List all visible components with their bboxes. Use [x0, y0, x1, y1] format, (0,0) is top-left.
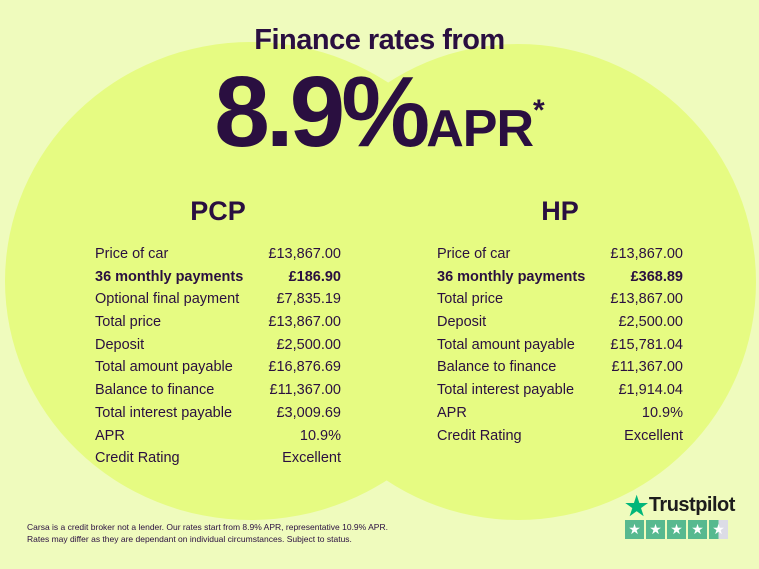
row-label: Balance to finance — [95, 382, 215, 399]
table-row: Total amount payable £15,781.04 — [437, 334, 683, 357]
row-label: Total interest payable — [95, 404, 233, 421]
trustpilot-rating: ★ ★ ★ ★ ★ — [625, 520, 735, 539]
background-circle-right — [280, 44, 756, 520]
rate-value: 8.9% — [214, 56, 430, 168]
row-value: £13,867.00 — [268, 246, 341, 262]
row-value: Excellent — [282, 450, 341, 467]
row-label: Total amount payable — [95, 359, 233, 376]
row-label: APR — [437, 404, 467, 421]
table-row: Balance to finance £11,367.00 — [437, 356, 683, 379]
table-row: Price of car £13,867.00 — [95, 243, 341, 266]
row-label: Deposit — [95, 336, 145, 353]
table-row: Total interest payable £3,009.69 — [95, 402, 341, 425]
pcp-rows: Price of car £13,867.00 36 monthly payment… — [95, 243, 341, 470]
row-label: Price of car — [95, 246, 169, 262]
apr-label: APR — [426, 100, 534, 158]
hp-title: HP — [541, 196, 579, 226]
row-label: Total amount payable — [437, 336, 575, 353]
row-value: £13,867.00 — [268, 314, 341, 331]
row-label: Optional final payment — [95, 291, 240, 308]
hp-rows: Price of car £13,867.00 36 monthly payment… — [437, 243, 683, 447]
row-label: Balance to finance — [437, 359, 557, 376]
rating-star-icon: ★ — [688, 520, 707, 539]
rating-star-icon: ★ — [709, 520, 728, 539]
headline: Finance rates from — [254, 24, 505, 56]
table-row: Deposit £2,500.00 — [95, 334, 341, 357]
table-row: Credit Rating Excellent — [437, 425, 683, 448]
trustpilot-name: Trustpilot — [648, 494, 736, 516]
table-row: Deposit £2,500.00 — [437, 311, 683, 334]
trustpilot-badge[interactable]: ★ Trustpilot ★ ★ ★ ★ ★ — [625, 490, 736, 539]
table-row: Total price £13,867.00 — [437, 288, 683, 311]
row-label: Credit Rating — [95, 450, 180, 467]
table-row: Total interest payable £1,914.04 — [437, 379, 683, 402]
row-value: 10.9% — [299, 427, 341, 444]
pcp-table: PCP Price of car £13,867.00 36 monthly pay… — [95, 196, 341, 470]
row-value: £3,009.69 — [276, 404, 341, 421]
row-value: £1,914.04 — [618, 382, 683, 399]
row-label: Credit Rating — [437, 427, 522, 444]
row-label: 36 monthly payments — [95, 268, 244, 285]
row-value: Excellent — [624, 427, 683, 444]
row-label: Total price — [437, 291, 504, 308]
table-row: Balance to finance £11,367.00 — [95, 379, 341, 402]
row-value: £11,367.00 — [611, 359, 684, 376]
row-label: Total interest payable — [437, 382, 575, 399]
table-row: Total amount payable £16,876.69 — [95, 356, 341, 379]
row-value: 10.9% — [641, 404, 683, 421]
row-value: £2,500.00 — [618, 314, 683, 331]
row-label: Deposit — [437, 314, 487, 331]
table-row: 36 monthly payments £368.89 — [437, 266, 683, 289]
disclaimer-line-2: Rates may differ as they are dependant o… — [27, 534, 352, 544]
row-label: 36 monthly payments — [437, 268, 586, 285]
asterisk: * — [533, 94, 545, 127]
trustpilot-logo: ★ Trustpilot — [625, 490, 736, 521]
table-row: APR 10.9% — [95, 425, 341, 448]
row-value: £7,835.19 — [276, 291, 341, 308]
table-row: Credit Rating Excellent — [95, 447, 341, 470]
row-value: £186.90 — [288, 268, 341, 285]
row-value: £15,781.04 — [610, 336, 683, 353]
hp-table: HP Price of car £13,867.00 36 monthly paym… — [437, 196, 683, 447]
row-value: £368.89 — [630, 268, 683, 285]
rating-star-icon: ★ — [667, 520, 686, 539]
trustpilot-star-icon: ★ — [625, 490, 648, 521]
rating-star-icon: ★ — [646, 520, 665, 539]
table-row: APR 10.9% — [437, 402, 683, 425]
row-value: £13,867.00 — [610, 291, 683, 308]
pcp-title: PCP — [190, 196, 246, 226]
table-row: Price of car £13,867.00 — [437, 243, 683, 266]
row-label: APR — [95, 427, 125, 444]
rate-hero: 8.9%APR* — [0, 62, 759, 162]
table-row: Total price £13,867.00 — [95, 311, 341, 334]
row-value: £11,367.00 — [269, 382, 342, 399]
row-value: £13,867.00 — [610, 246, 683, 262]
rating-star-icon: ★ — [625, 520, 644, 539]
row-label: Price of car — [437, 246, 511, 262]
row-label: Total price — [95, 314, 162, 331]
row-value: £2,500.00 — [276, 336, 341, 353]
table-row: Optional final payment £7,835.19 — [95, 288, 341, 311]
disclaimer: Carsa is a credit broker not a lender. O… — [27, 521, 388, 545]
row-value: £16,876.69 — [268, 359, 341, 376]
table-row: 36 monthly payments £186.90 — [95, 266, 341, 289]
disclaimer-line-1: Carsa is a credit broker not a lender. O… — [27, 522, 388, 532]
